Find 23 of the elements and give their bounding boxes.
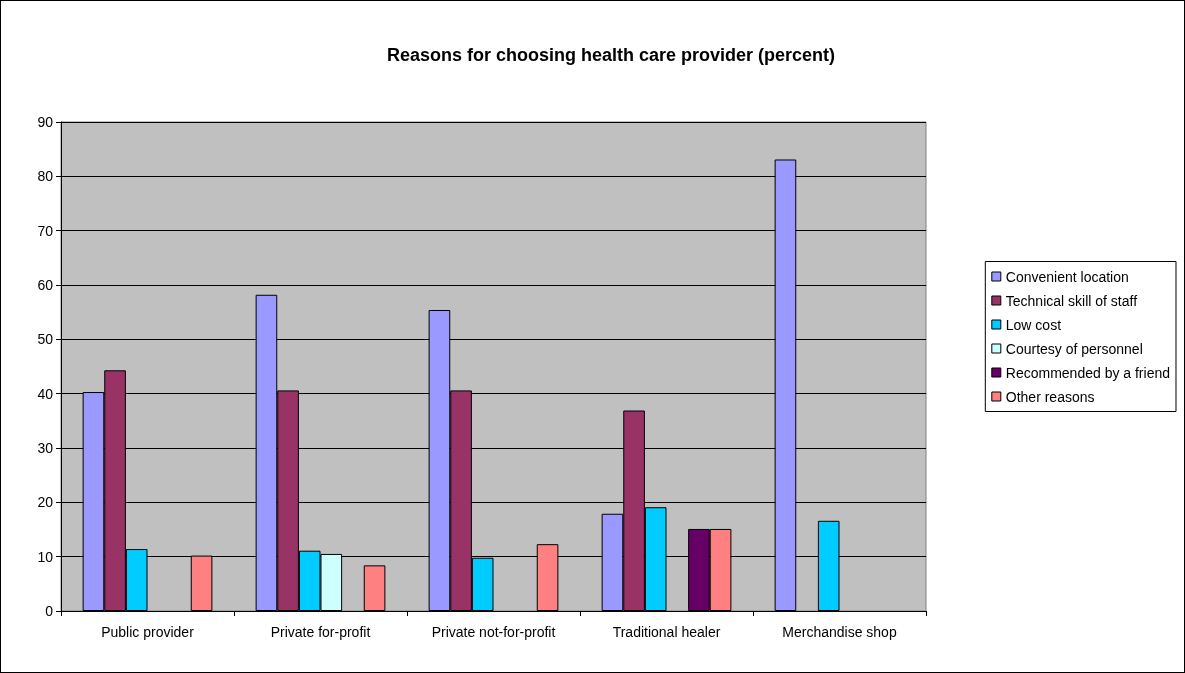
y-tick-label: 40	[37, 385, 54, 402]
legend-label: Technical skill of staff	[1005, 292, 1138, 309]
x-tick-label: Traditional healer	[612, 624, 721, 640]
bar	[363, 565, 386, 611]
legend-label: Low cost	[1005, 316, 1062, 333]
y-tick-label: 70	[37, 222, 54, 239]
chart-title: Reasons for choosing health care provider (percent)	[386, 45, 836, 65]
y-tick-label: 20	[37, 494, 54, 511]
x-tick-label: Private not-for-profit	[431, 624, 556, 640]
y-tick-label: 90	[37, 114, 54, 130]
y-tick-label: 10	[37, 548, 54, 565]
y-tick-label: 50	[37, 331, 54, 348]
x-tick-label: Private for-profit	[270, 624, 371, 640]
y-tick-label: 80	[37, 168, 54, 185]
legend-label: Other reasons	[1005, 388, 1095, 405]
legend-label: Convenient location	[1005, 268, 1129, 285]
y-tick-label: 60	[37, 277, 54, 293]
y-tick-label: 30	[37, 440, 54, 456]
legend-label: Courtesy of personnel	[1005, 340, 1143, 357]
y-tick-label: 0	[45, 603, 54, 619]
x-tick-label: Public provider	[101, 624, 195, 640]
x-tick-label: Merchandise shop	[782, 624, 897, 640]
legend-label: Recommended by a friend	[1005, 364, 1170, 381]
